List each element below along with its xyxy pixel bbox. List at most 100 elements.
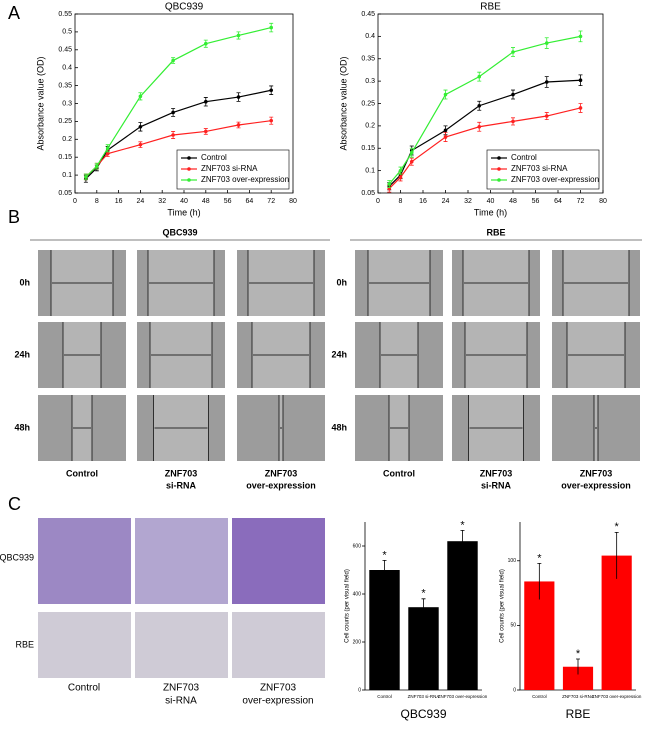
annotation: * (576, 648, 581, 660)
legend-label: ZNF703 over-expression (511, 175, 599, 184)
point (204, 41, 208, 46)
legend-marker (187, 156, 191, 160)
annotation: * (615, 521, 620, 533)
column-label: ZNF703 (163, 683, 200, 694)
series-line (388, 35, 581, 185)
error-bar (460, 530, 465, 552)
point (578, 78, 583, 83)
y-axis-label: Absorbance value (OD) (338, 56, 348, 150)
x-tick-label: ZNF703 si-RNA (562, 694, 594, 699)
bar (447, 541, 478, 690)
x-tick-label: Control (377, 694, 392, 699)
y-tick-label: 0.5 (62, 29, 72, 36)
y-tick-label: 0.45 (361, 11, 375, 18)
point (477, 124, 482, 129)
y-tick-label: 0 (358, 687, 361, 693)
point (544, 80, 549, 84)
legend-label: Control (201, 153, 227, 162)
x-tick-label: 40 (487, 198, 495, 205)
x-tick-label: 72 (577, 198, 585, 205)
point (544, 114, 549, 118)
error-bar (421, 598, 426, 616)
y-tick-label: 0.1 (62, 172, 72, 179)
point (443, 92, 448, 97)
x-tick-label: ZNF703 over-expression (438, 694, 488, 699)
y-axis-label: Absorbance value (OD) (35, 56, 45, 150)
x-tick-label: 16 (419, 198, 427, 205)
micrograph (135, 518, 228, 604)
y-tick-label: 0.3 (62, 100, 72, 107)
point (511, 92, 515, 97)
chart-title: RBE (480, 2, 501, 13)
x-tick-label: 8 (399, 198, 403, 205)
point (269, 25, 274, 30)
series-line (388, 79, 581, 187)
y-tick-label: 0.25 (58, 118, 72, 125)
x-tick-label: 80 (289, 198, 297, 205)
point (398, 175, 403, 180)
x-tick-label: 24 (442, 198, 450, 205)
point (236, 33, 241, 38)
y-tick-label: 0.55 (58, 11, 72, 18)
point (95, 164, 99, 168)
x-tick-label: 32 (158, 198, 166, 205)
x-tick-label: 16 (115, 198, 123, 205)
micrograph (232, 518, 325, 604)
point (477, 74, 482, 79)
row-label: 48h (14, 422, 30, 432)
y-tick-label: 0.05 (58, 190, 72, 197)
panel-label: C (8, 494, 21, 514)
point (171, 133, 175, 137)
chart-title: QBC939 (400, 707, 446, 721)
y-tick-label: 200 (353, 639, 362, 645)
error-bar (576, 658, 580, 675)
column-label: ZNF703 (580, 468, 613, 478)
y-axis-label: Cell counts (per visual field) (345, 569, 351, 643)
column-label: si-RNA (166, 480, 197, 490)
panel-label: A (8, 3, 20, 23)
point (511, 50, 515, 54)
x-tick-label: 48 (202, 198, 210, 205)
y-tick-label: 0.3 (365, 78, 375, 85)
error-bar (537, 562, 542, 600)
annotation: * (421, 588, 426, 600)
y-tick-label: 0.15 (58, 154, 72, 161)
error-bar (614, 531, 619, 579)
column-label: Control (383, 468, 415, 478)
chart-title: QBC939 (165, 2, 204, 13)
y-tick-label: 0.35 (58, 82, 72, 89)
y-tick-label: 0.25 (361, 100, 375, 107)
x-tick-label: 80 (599, 198, 607, 205)
legend-label: ZNF703 si-RNA (201, 164, 258, 173)
x-tick-label: 40 (180, 198, 188, 205)
x-axis-label: Time (h) (474, 207, 507, 217)
point (105, 151, 110, 156)
annotation: * (382, 549, 387, 561)
y-tick-label: 0.45 (58, 47, 72, 54)
x-tick-label: 8 (95, 198, 99, 205)
legend-label: ZNF703 over-expression (201, 175, 289, 184)
y-tick-label: 0.4 (62, 65, 72, 72)
x-tick-label: 64 (246, 198, 254, 205)
point (443, 128, 448, 133)
point (511, 119, 515, 124)
point (387, 182, 392, 186)
x-tick-label: 56 (532, 198, 540, 205)
y-tick-label: 600 (353, 543, 362, 549)
point (578, 106, 583, 110)
legend-marker (497, 178, 501, 182)
micrograph (135, 612, 228, 678)
point (409, 159, 414, 164)
column-label: ZNF703 (165, 468, 198, 478)
x-tick-label: 72 (267, 198, 275, 205)
y-tick-label: 0.35 (361, 56, 375, 63)
x-tick-label: 0 (376, 198, 380, 205)
micrograph (38, 612, 131, 678)
x-tick-label: 64 (554, 198, 562, 205)
point (236, 123, 241, 127)
point (578, 34, 583, 39)
group-title: RBE (486, 227, 505, 237)
y-tick-label: 100 (508, 558, 517, 564)
point (409, 150, 414, 155)
point (105, 146, 110, 151)
